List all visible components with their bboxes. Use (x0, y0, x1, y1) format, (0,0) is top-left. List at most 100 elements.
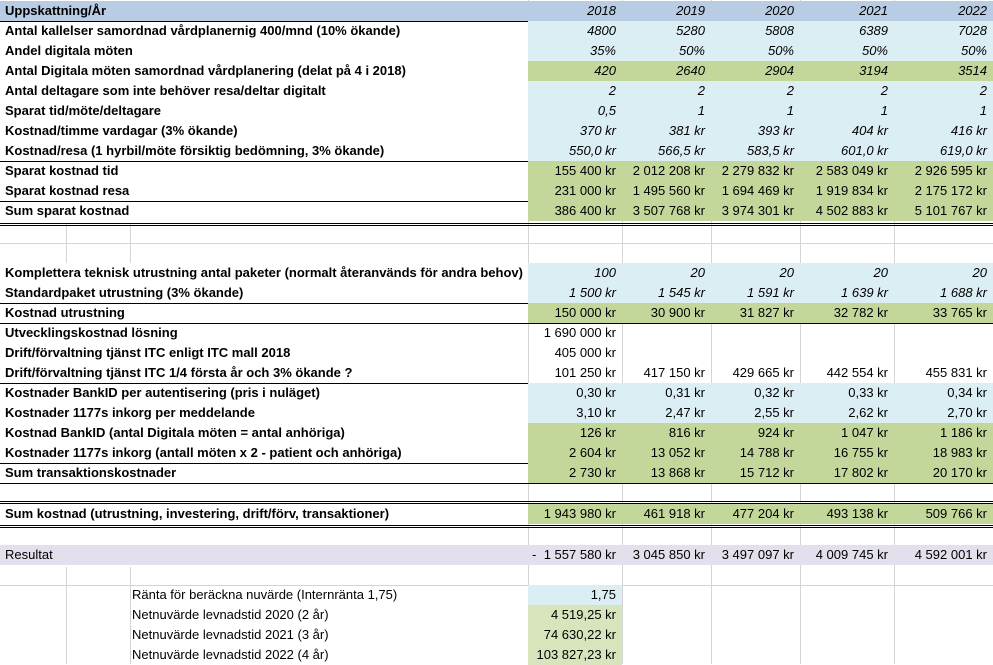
table-row: Antal Digitala möten samordnad vårdplane… (0, 61, 993, 81)
cell: 416 kr (894, 121, 993, 141)
cell: 619,0 kr (894, 141, 993, 161)
cell: 15 712 kr (711, 463, 800, 483)
table-row: Sum sparat kostnad 386 400 kr 3 507 768 … (0, 201, 993, 226)
table-row: Kostnader BankID per autentisering (pris… (0, 383, 993, 403)
row-label: Kostnader BankID per autentisering (pris… (5, 385, 320, 400)
row-label: Drift/förvaltning tjänst ITC 1/4 första … (5, 365, 353, 380)
cell: 50% (622, 41, 711, 61)
cell: 20 (711, 263, 800, 283)
cell: 33 765 kr (894, 303, 993, 323)
cell: 103 827,23 kr (528, 645, 622, 665)
table-row: Standardpaket utrustning (3% ökande) 1 5… (0, 283, 993, 304)
cell: 2 012 208 kr (622, 161, 711, 181)
cell: 2 583 049 kr (800, 161, 894, 181)
cell: 4800 (528, 21, 622, 41)
cell: 2 (622, 81, 711, 101)
cell: 2 175 172 kr (894, 181, 993, 201)
row-label: Drift/förvaltning tjänst ITC enligt ITC … (5, 345, 291, 360)
cell: 1 047 kr (800, 423, 894, 443)
cell: 2,55 kr (711, 403, 800, 423)
cell: 50% (711, 41, 800, 61)
cell: 2 (800, 81, 894, 101)
cell: 20 (622, 263, 711, 283)
table-row: Sparat tid/möte/deltagare 0,5 1 1 1 1 (0, 101, 993, 121)
cell: 1 591 kr (711, 283, 800, 303)
cell: 5 101 767 kr (894, 201, 993, 221)
cell: 0,33 kr (800, 383, 894, 403)
cell: 1 694 469 kr (711, 181, 800, 201)
cell: 2 (711, 81, 800, 101)
cell: 0,30 kr (528, 383, 622, 403)
cell: 2 (528, 81, 622, 101)
table-row: Sum transaktionskostnader 2 730 kr 13 86… (0, 463, 993, 484)
cell: 3 497 097 kr (721, 547, 794, 562)
cell: 1 690 000 kr (543, 325, 616, 340)
row-label: Kostnader 1177s inkorg (antall möten x 2… (5, 445, 402, 460)
cell: 17 802 kr (800, 463, 894, 483)
year-2020: 2020 (765, 3, 794, 18)
row-label: Utvecklingskostnad lösning (5, 325, 178, 340)
cell: 566,5 kr (622, 141, 711, 161)
cell: 1 943 980 kr (528, 504, 622, 524)
cell: 2 279 832 kr (711, 161, 800, 181)
cell: 370 kr (528, 121, 622, 141)
cell: 20 (894, 263, 993, 283)
cell: 7028 (894, 21, 993, 41)
cell: 2 730 kr (528, 463, 622, 483)
cell: 461 918 kr (622, 504, 711, 524)
cell: 4 592 001 kr (914, 547, 987, 562)
cell: 2,47 kr (622, 403, 711, 423)
cell: 3,10 kr (528, 403, 622, 423)
cell: 50% (800, 41, 894, 61)
cell: 509 766 kr (894, 504, 993, 524)
cell: 601,0 kr (800, 141, 894, 161)
cell: 101 250 kr (554, 365, 616, 380)
cell: 550,0 kr (528, 141, 622, 161)
row-label: Resultat (5, 547, 53, 562)
cell: 429 665 kr (732, 365, 794, 380)
cell: 74 630,22 kr (528, 625, 622, 645)
table-row: Sparat kostnad tid 155 400 kr 2 012 208 … (0, 161, 993, 181)
table-row: Drift/förvaltning tjänst ITC enligt ITC … (0, 343, 993, 363)
cell: 18 983 kr (894, 443, 993, 463)
row-label: Sum sparat kostnad (5, 203, 130, 218)
cell: 1 557 580 kr (543, 547, 616, 562)
header-label: Uppskattning/År (5, 3, 107, 18)
cell: 386 400 kr (528, 201, 622, 221)
cell: 0,32 kr (711, 383, 800, 403)
cell: 393 kr (711, 121, 800, 141)
row-label: Sparat kostnad tid (5, 163, 119, 178)
cell: 0,34 kr (894, 383, 993, 403)
table-row: Kostnad/resa (1 hyrbil/möte försiktig be… (0, 141, 993, 162)
cell: 1 (622, 101, 711, 121)
cell: 2640 (622, 61, 711, 81)
cell: 583,5 kr (711, 141, 800, 161)
table-row: Netnuvärde levnadstid 2020 (2 år) 4 519,… (0, 605, 993, 625)
cell: 3 974 301 kr (711, 201, 800, 221)
cell: 2,70 kr (894, 403, 993, 423)
row-label: Netnuvärde levnadstid 2020 (2 år) (132, 607, 329, 622)
year-2019: 2019 (676, 3, 705, 18)
cell: 1 500 kr (528, 283, 622, 303)
row-label: Komplettera teknisk utrustning antal pak… (5, 265, 523, 280)
cell: 30 900 kr (622, 303, 711, 323)
table-row: Kostnader 1177s inkorg (antall möten x 2… (0, 443, 993, 464)
row-label: Antal Digitala möten samordnad vårdplane… (5, 63, 406, 78)
row-label: Kostnad BankID (antal Digitala möten = a… (5, 425, 345, 440)
cell: 5808 (711, 21, 800, 41)
table-row: Drift/förvaltning tjänst ITC 1/4 första … (0, 363, 993, 384)
cell: 1 (800, 101, 894, 121)
row-label: Standardpaket utrustning (3% ökande) (5, 285, 244, 300)
cell: 2 (894, 81, 993, 101)
cell: 442 554 kr (826, 365, 888, 380)
row-label: Kostnad/timme vardagar (3% ökande) (5, 123, 238, 138)
row-label: Kostnader 1177s inkorg per meddelande (5, 405, 255, 420)
row-label: Antal kallelser samordnad vårdplanernig … (5, 23, 401, 38)
table-row: Komplettera teknisk utrustning antal pak… (0, 263, 993, 283)
table-row: Antal kallelser samordnad vårdplanernig … (0, 21, 993, 41)
cell: 816 kr (622, 423, 711, 443)
table-row: Antal deltagare som inte behöver resa/de… (0, 81, 993, 101)
table-row: Sum kostnad (utrustning, investering, dr… (0, 504, 993, 528)
cell: 477 204 kr (711, 504, 800, 524)
header-row: Uppskattning/År 2018 2019 2020 2021 2022 (0, 1, 993, 22)
